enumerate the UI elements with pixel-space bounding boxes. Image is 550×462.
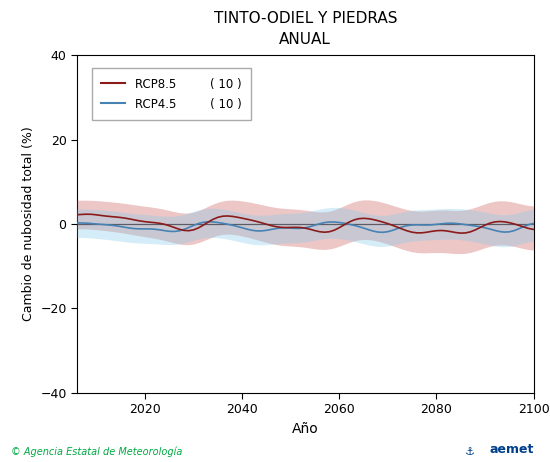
Y-axis label: Cambio de nubosidad total (%): Cambio de nubosidad total (%)	[21, 127, 35, 322]
Title: TINTO-ODIEL Y PIEDRAS
ANUAL: TINTO-ODIEL Y PIEDRAS ANUAL	[213, 12, 397, 47]
Text: aemet: aemet	[489, 444, 534, 456]
Legend: RCP8.5         ( 10 ), RCP4.5         ( 10 ): RCP8.5 ( 10 ), RCP4.5 ( 10 )	[92, 68, 251, 120]
Text: © Agencia Estatal de Meteorología: © Agencia Estatal de Meteorología	[11, 447, 183, 457]
Text: ⚓: ⚓	[465, 447, 475, 457]
X-axis label: Año: Año	[292, 422, 318, 436]
